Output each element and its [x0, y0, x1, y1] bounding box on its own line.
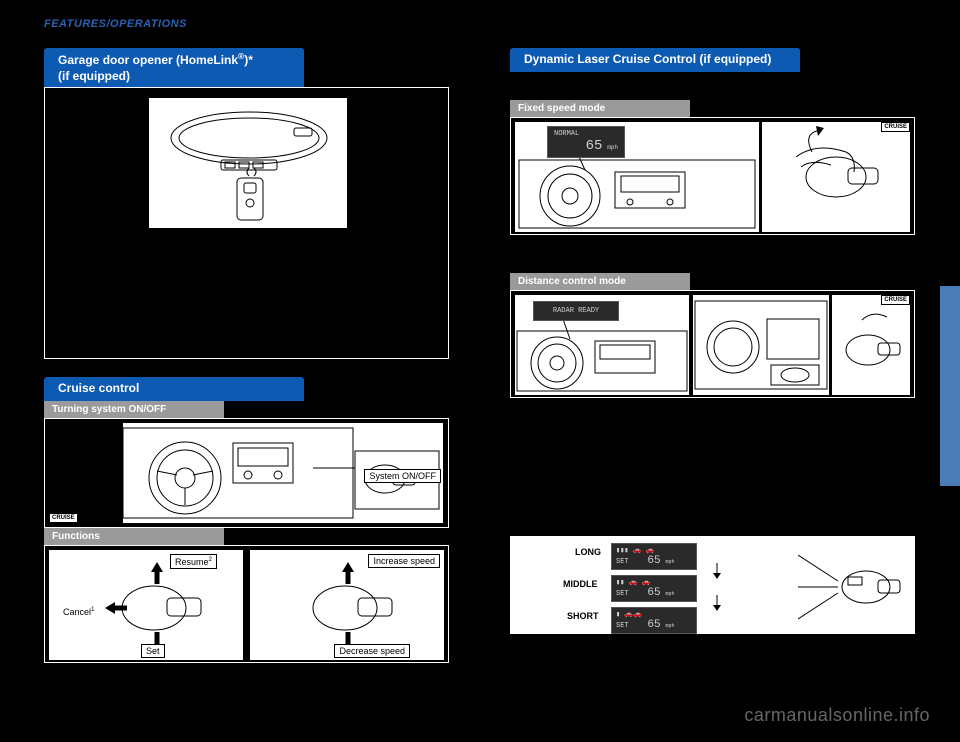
- cruise-title: Cruise control: [44, 377, 304, 401]
- dist-mid-svg: [693, 295, 829, 395]
- radar-display: RADAR READY: [533, 301, 619, 321]
- page-header: FEATURES/OPERATIONS: [44, 18, 187, 30]
- set-unit-2: mph: [665, 591, 674, 597]
- cruise-indicator: CRUISE: [49, 513, 78, 523]
- cruise-func-right: Increase speed Decrease speed: [250, 550, 444, 660]
- fixed-right-illus: [762, 122, 910, 232]
- cancel-text: Cancel: [63, 607, 91, 617]
- cruise-btn-fixed: CRUISE: [881, 122, 910, 132]
- fixed-sub: Fixed speed mode: [510, 100, 690, 117]
- arrows-svg: [707, 541, 737, 631]
- resume-sup: 2: [208, 556, 212, 563]
- dist-right: [832, 295, 910, 395]
- dist-left: RADAR READY: [515, 295, 689, 395]
- cruise-sub2: Functions: [44, 528, 224, 545]
- right-column: Dynamic Laser Cruise Control (if equippe…: [510, 48, 915, 634]
- set-label-2: SET: [616, 590, 629, 598]
- fixed-panel: NORMAL 65 mph: [510, 117, 915, 235]
- cruise-onoff-panel: System ON/OFF CRUISE: [44, 418, 449, 528]
- garage-title: Garage door opener (HomeLink®)* (if equi…: [44, 48, 304, 87]
- garage-panel: [44, 87, 449, 359]
- watermark: carmanualsonline.info: [744, 705, 930, 726]
- cruise-section: Cruise control Turning system ON/OFF: [44, 377, 449, 663]
- page-root: FEATURES/OPERATIONS Garage door opener (…: [0, 0, 960, 742]
- set-label: Set: [141, 644, 165, 658]
- short-label: SHORT: [567, 611, 599, 621]
- speed-val: 65: [586, 138, 603, 154]
- set-speed-1: 65: [647, 555, 660, 567]
- set-label-1: SET: [616, 558, 629, 566]
- cancel-sup: 1: [91, 606, 95, 613]
- fixed-left-illus: NORMAL 65 mph: [515, 122, 759, 232]
- set-unit-3: mph: [665, 623, 674, 629]
- normal-text: NORMAL: [554, 130, 618, 138]
- dist-mid: [693, 295, 829, 395]
- resume-text: Resume: [175, 557, 209, 567]
- decrease-label: Decrease speed: [334, 644, 410, 658]
- garage-section: Garage door opener (HomeLink®)* (if equi…: [44, 48, 449, 359]
- increase-label: Increase speed: [368, 554, 440, 568]
- garage-title-end: )*: [244, 53, 253, 67]
- system-onoff-label: System ON/OFF: [364, 469, 441, 483]
- resume-label: Resume2: [170, 554, 217, 569]
- set-middle: ▮▮ 🚗 🚗 SET 65 mph: [611, 575, 697, 602]
- cruise-onoff-illus: System ON/OFF: [123, 423, 443, 523]
- set-speed-2: 65: [647, 587, 660, 599]
- cruise-functions-panel: Resume2 Cancel1 Set: [44, 545, 449, 663]
- set-unit-1: mph: [665, 559, 674, 565]
- long-label: LONG: [575, 547, 601, 557]
- dist-stalk-svg: [832, 295, 910, 395]
- set-short: ▮ 🚗🚗 SET 65 mph: [611, 607, 697, 634]
- cancel-label: Cancel1: [63, 606, 95, 617]
- mirror-svg: [149, 98, 347, 228]
- dist-sub: Distance control mode: [510, 273, 690, 290]
- left-column: Garage door opener (HomeLink®)* (if equi…: [44, 48, 449, 663]
- distance-settings-panel: LONG MIDDLE SHORT ▮▮▮ 🚗 🚗 SET 65 mph ▮▮ …: [510, 536, 915, 634]
- dist-stalk2-svg: [798, 541, 908, 631]
- middle-label: MIDDLE: [563, 579, 598, 589]
- fixed-stalk-svg: [762, 122, 910, 232]
- cruise-func-left: Resume2 Cancel1 Set: [49, 550, 243, 660]
- garage-title-line2: (if equipped): [58, 69, 130, 83]
- cruise-btn-dist: CRUISE: [881, 295, 910, 305]
- dist-panel: RADAR READY CRUISE: [510, 290, 915, 398]
- set-label-3: SET: [616, 622, 629, 630]
- garage-title-line1: Garage door opener (HomeLink: [58, 53, 238, 67]
- set-long: ▮▮▮ 🚗 🚗 SET 65 mph: [611, 543, 697, 570]
- garage-illustration: [149, 98, 347, 228]
- cruise-sub1: Turning system ON/OFF: [44, 401, 224, 418]
- side-tab: [940, 286, 960, 486]
- set-speed-3: 65: [647, 619, 660, 631]
- speed-unit: mph: [607, 144, 618, 151]
- laser-title: Dynamic Laser Cruise Control (if equippe…: [510, 48, 800, 72]
- normal-display: NORMAL 65 mph: [547, 126, 625, 158]
